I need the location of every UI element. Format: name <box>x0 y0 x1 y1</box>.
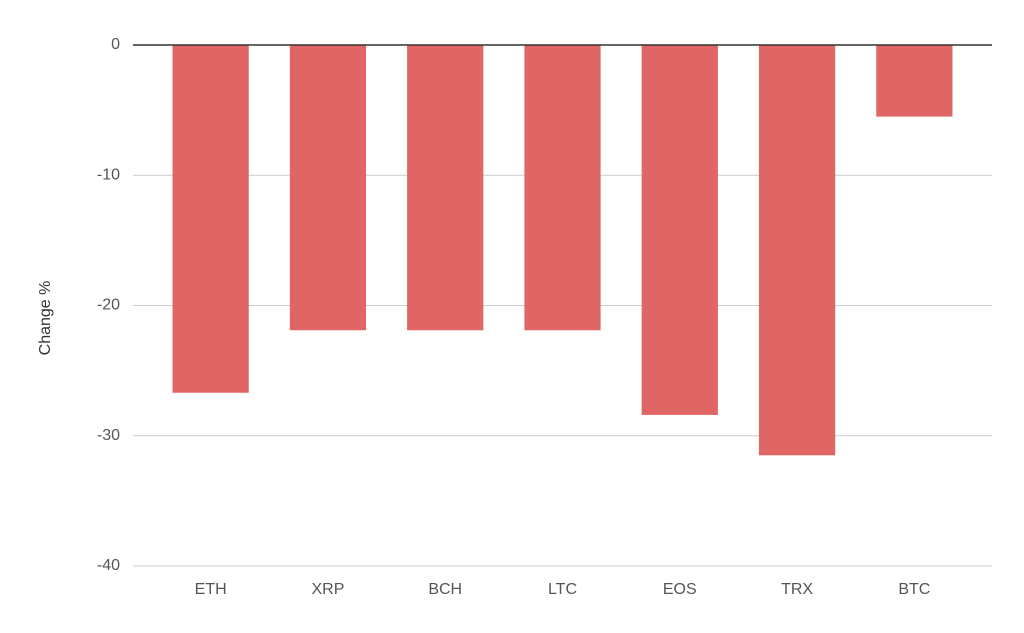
x-tick-label: ETH <box>195 581 227 598</box>
x-tick-label: BTC <box>898 581 930 598</box>
x-tick-label: LTC <box>548 581 577 598</box>
x-tick-label: TRX <box>781 581 813 598</box>
y-tick-label: -10 <box>97 166 120 183</box>
y-tick-label: -40 <box>97 557 120 574</box>
bar <box>407 45 484 331</box>
bar <box>641 45 718 415</box>
bar <box>524 45 601 331</box>
x-tick-label: BCH <box>428 581 462 598</box>
y-tick-label: 0 <box>111 36 120 53</box>
bar <box>758 45 836 456</box>
bar <box>876 45 953 117</box>
bar <box>172 45 249 393</box>
y-tick-label: -20 <box>97 297 120 314</box>
bar <box>289 45 367 331</box>
y-axis-label: Change % <box>37 281 54 356</box>
x-tick-label: EOS <box>663 581 697 598</box>
y-tick-label: -30 <box>97 427 120 444</box>
x-tick-label: XRP <box>311 581 344 598</box>
